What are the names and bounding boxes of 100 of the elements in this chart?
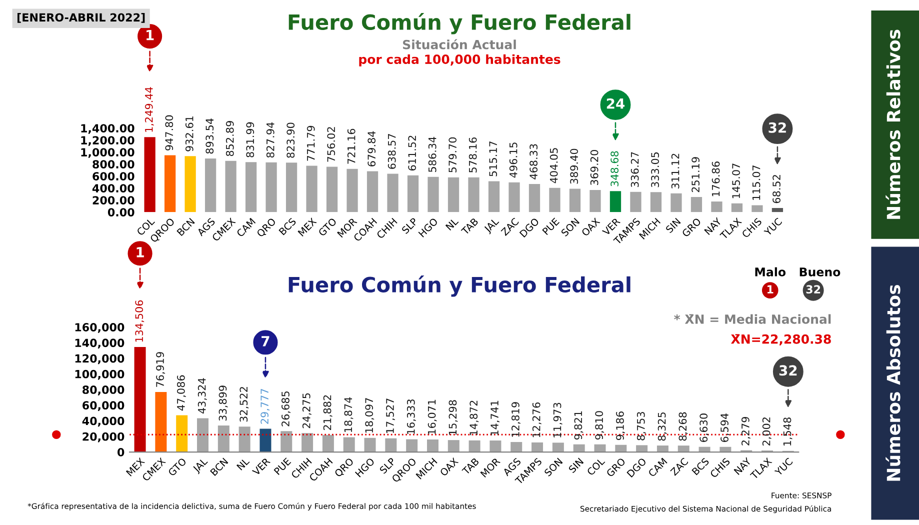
data-label: 29,777 [260, 389, 270, 424]
bar [615, 444, 627, 452]
bar [549, 188, 560, 212]
bar [690, 197, 702, 212]
bar [407, 175, 419, 212]
bar [184, 156, 196, 212]
data-label: 336.27 [630, 152, 639, 187]
bar [406, 439, 418, 452]
bar [134, 346, 146, 452]
data-label: 578.16 [468, 137, 477, 172]
y-tick-label: 0 [118, 448, 124, 456]
y-tick-label: 100,000 [75, 370, 124, 380]
bar [266, 162, 277, 212]
data-label: 348.68 [610, 151, 619, 186]
y-tick-label: 800.00 [92, 160, 134, 168]
x-tick-label: COL [586, 457, 606, 476]
data-label: 893.54 [206, 118, 214, 154]
bar [590, 190, 601, 212]
y-tick-label: 60,000 [82, 401, 124, 411]
data-label: 251.19 [692, 157, 700, 192]
data-label: 14,872 [470, 400, 479, 436]
bar [468, 440, 480, 452]
bar [678, 446, 690, 452]
ref-line-label: X̄N=22,280.38 [730, 334, 831, 346]
x-tick-label: SIN [568, 458, 584, 474]
data-label: 311.12 [671, 154, 680, 188]
bar [594, 444, 606, 452]
y-tick-label: 40,000 [82, 416, 124, 427]
x-tick-label: SLP [401, 217, 418, 234]
data-label: 134,506 [135, 300, 144, 342]
bar [343, 437, 355, 452]
x-tick-label: TAB [462, 458, 480, 476]
data-label: 15,298 [448, 400, 458, 435]
bar [752, 205, 763, 212]
data-label: 586.34 [428, 136, 436, 172]
bar [346, 168, 358, 212]
data-label: 68.52 [772, 175, 780, 204]
annotation: 32 [768, 122, 786, 133]
y-tick-label: 0.00 [108, 208, 134, 216]
bar [569, 188, 581, 212]
bar [286, 162, 298, 212]
bar [670, 193, 682, 212]
y-tick-label: 160,000 [75, 323, 124, 333]
x-tick-label: JAL [192, 457, 210, 474]
data-label: 32,522 [240, 387, 249, 422]
data-label: 638.57 [388, 134, 396, 169]
data-label: 852.89 [226, 121, 234, 156]
bar [510, 442, 522, 452]
bar [448, 440, 460, 452]
data-label: 16,333 [406, 399, 416, 434]
bar [488, 181, 500, 212]
bar [468, 177, 480, 212]
x-tick-label: NL [445, 217, 459, 230]
bar [448, 177, 460, 212]
data-label: 831.99 [246, 122, 254, 158]
text: por cada 100,000 habitantes [359, 54, 560, 66]
bar [197, 418, 209, 452]
data-label: 47,086 [176, 375, 186, 411]
data-label: 26,685 [282, 391, 290, 426]
data-label: 721.16 [347, 128, 356, 164]
data-label: 827.94 [266, 122, 274, 158]
data-label: 771.79 [306, 126, 315, 161]
data-label: 9,810 [595, 411, 604, 440]
bar [245, 162, 257, 212]
data-label: 515.17 [489, 141, 498, 176]
bar [650, 192, 662, 212]
data-label: 76,919 [156, 352, 166, 387]
data-label: 33,899 [218, 386, 228, 421]
bar [260, 428, 272, 452]
bar [238, 426, 250, 452]
text: 1 [768, 285, 774, 294]
bar [176, 415, 188, 452]
y-tick-label: 200.00 [92, 196, 134, 204]
data-label: 2,002 [762, 418, 772, 446]
data-label: 11,973 [553, 402, 562, 438]
data-label: 16,071 [428, 400, 437, 434]
data-label: 8,268 [678, 412, 688, 441]
y-tick-label: 20,000 [82, 432, 124, 442]
chart-title: Fuero Común y Fuero Federal [288, 276, 630, 297]
bar [573, 444, 585, 452]
bar [218, 426, 230, 452]
data-label: 21,882 [323, 395, 332, 430]
x-tick-label: VER [252, 457, 270, 476]
bar [528, 184, 540, 212]
text: Números Absolutos [886, 284, 900, 481]
data-label: 9,186 [616, 412, 625, 440]
data-label: 24,275 [302, 393, 312, 428]
bar [428, 176, 439, 212]
data-label: 679.84 [368, 131, 376, 166]
data-label: 369.20 [590, 150, 598, 185]
data-label: 115.07 [752, 165, 760, 200]
bar [302, 433, 314, 452]
text: 32 [806, 285, 820, 294]
x-tick-label: SIN [665, 218, 681, 234]
data-label: 947.80 [165, 115, 174, 150]
data-label: 823.90 [286, 122, 295, 158]
bar [731, 203, 743, 212]
bar [630, 192, 642, 212]
bar [385, 438, 397, 452]
data-label: 6,594 [720, 413, 730, 442]
